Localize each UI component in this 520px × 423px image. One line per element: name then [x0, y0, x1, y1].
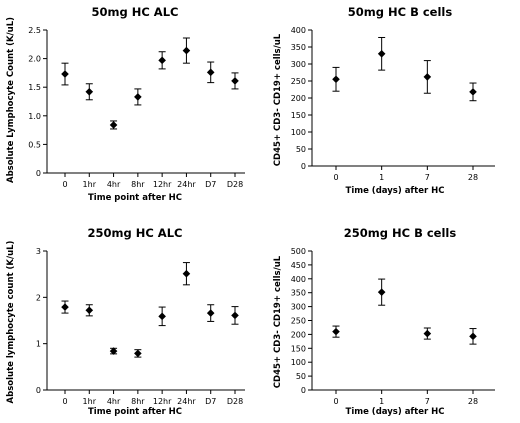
data-point [206, 309, 215, 317]
y-tick-label: 250 [291, 317, 306, 326]
data-point [61, 303, 69, 311]
data-point [182, 269, 191, 278]
y-tick-label: 1.5 [28, 83, 41, 92]
x-tick-label: 1 [379, 397, 384, 406]
y-tick-label: 300 [291, 60, 306, 69]
x-tick-label: 12hr [153, 397, 172, 406]
x-tick-label: 24hr [177, 397, 196, 406]
data-point [61, 70, 69, 78]
y-tick-label: 500 [291, 247, 306, 256]
data-point [423, 329, 432, 338]
chart-50mg-bcells: 50mg HC B cells Time (days) after HC CD4… [273, 5, 495, 196]
chart-250mg-alc: 250mg HC ALC Time point after HC Absolut… [6, 226, 245, 417]
data-point [231, 311, 239, 320]
y-tick-label: 400 [291, 275, 306, 284]
y-axis-label: CD45+ CD3- CD19+ cells/uL [273, 33, 283, 166]
x-tick-label: D28 [227, 397, 243, 406]
x-tick-label: 0 [333, 397, 338, 406]
chart-250mg-bcells: 250mg HC B cells Time (days) after HC CD… [273, 226, 495, 417]
chart-50mg-alc: 50mg HC ALC Time point after HC Absolute… [6, 5, 245, 203]
y-tick-label: 150 [291, 111, 306, 120]
data-point [469, 88, 477, 96]
y-tick-label: 0 [301, 162, 306, 171]
x-tick-label: 28 [468, 173, 478, 182]
x-tick-label: D7 [205, 397, 216, 406]
y-tick-label: 3 [36, 247, 41, 256]
x-tick-label: 24hr [177, 180, 196, 189]
data-point [158, 312, 166, 321]
y-tick-label: 400 [291, 26, 306, 35]
y-tick-label: 350 [291, 43, 306, 52]
y-axis-label: Absolute Lymphocyte Count (K/uL) [6, 17, 16, 183]
data-point [85, 87, 94, 96]
y-tick-label: 2 [36, 293, 41, 302]
data-point [182, 46, 191, 55]
x-axis-label: Time (days) after HC [346, 407, 445, 417]
x-axis-label: Time point after HC [88, 407, 182, 417]
y-tick-label: 1 [36, 340, 41, 349]
data-point [231, 77, 239, 85]
x-axis-label: Time (days) after HC [346, 186, 445, 196]
y-tick-label: 350 [291, 289, 306, 298]
chart-title: 50mg HC ALC [92, 5, 179, 19]
y-tick-label: 2.0 [28, 55, 41, 64]
x-tick-label: D28 [227, 180, 243, 189]
y-tick-label: 0.5 [28, 140, 41, 149]
x-tick-label: 28 [468, 397, 478, 406]
x-tick-label: 1hr [83, 397, 97, 406]
y-axis-label: Absolute lymphocyte count (K/uL) [6, 240, 16, 403]
y-tick-label: 200 [291, 94, 306, 103]
x-tick-label: 12hr [153, 180, 172, 189]
x-tick-label: 4hr [107, 397, 121, 406]
data-point [206, 68, 215, 77]
y-tick-label: 300 [291, 303, 306, 312]
chart-title: 250mg HC ALC [88, 226, 183, 240]
data-point [423, 73, 432, 81]
data-point [134, 349, 142, 358]
data-point [332, 327, 340, 336]
x-tick-label: D7 [205, 180, 216, 189]
data-point [377, 50, 386, 58]
data-point [377, 288, 386, 296]
y-tick-label: 50 [296, 372, 306, 381]
y-tick-label: 150 [291, 344, 306, 353]
x-tick-label: 0 [62, 397, 67, 406]
data-point [332, 75, 340, 84]
chart-title: 250mg HC B cells [344, 226, 457, 240]
x-tick-label: 7 [425, 173, 430, 182]
x-tick-label: 7 [425, 397, 430, 406]
x-tick-label: 8hr [131, 180, 145, 189]
x-tick-label: 0 [62, 180, 67, 189]
x-tick-label: 0 [333, 173, 338, 182]
y-tick-label: 2.5 [28, 26, 41, 35]
data-point [158, 56, 166, 65]
y-tick-label: 0 [36, 169, 41, 178]
y-tick-label: 0 [301, 386, 306, 395]
data-point [85, 306, 94, 315]
x-tick-label: 4hr [107, 180, 121, 189]
x-tick-label: 8hr [131, 397, 145, 406]
chart-title: 50mg HC B cells [348, 5, 453, 19]
y-tick-label: 100 [291, 128, 306, 137]
y-tick-label: 1.0 [28, 112, 41, 121]
x-axis-label: Time point after HC [88, 193, 182, 203]
data-point [134, 93, 142, 101]
y-tick-label: 250 [291, 77, 306, 86]
x-tick-label: 1 [379, 173, 384, 182]
data-point [109, 347, 118, 355]
y-tick-label: 450 [291, 261, 306, 270]
y-tick-label: 200 [291, 330, 306, 339]
y-tick-label: 50 [296, 145, 306, 154]
y-axis-label: CD45+ CD3- CD19+ cells/uL [273, 255, 283, 388]
data-point [109, 121, 118, 129]
data-point [469, 332, 477, 341]
y-tick-label: 100 [291, 358, 306, 367]
x-tick-label: 1hr [83, 180, 97, 189]
y-tick-label: 0 [36, 386, 41, 395]
